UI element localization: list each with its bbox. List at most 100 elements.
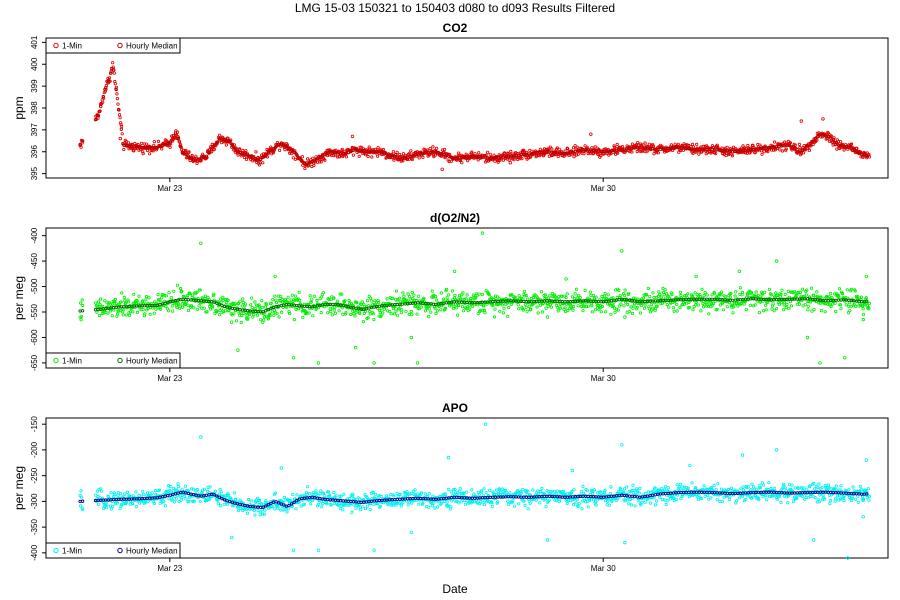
o2n2-median-point xyxy=(444,301,449,305)
apo-raw-point xyxy=(638,486,642,490)
o2n2-raw-point xyxy=(181,305,185,309)
co2-raw-point xyxy=(501,158,505,162)
co2-median-point xyxy=(266,150,271,154)
o2n2-raw-point xyxy=(727,300,732,305)
co2-raw-point xyxy=(550,147,554,151)
apo-raw-point xyxy=(373,492,378,496)
co2-raw-point xyxy=(290,152,294,156)
apo-raw-point xyxy=(294,507,298,511)
co2-raw-point xyxy=(109,69,113,74)
co2-raw-point xyxy=(827,139,832,143)
o2n2-raw-point xyxy=(200,306,204,310)
co2-raw-point xyxy=(811,142,815,147)
o2n2-raw-point xyxy=(771,302,775,306)
co2-median-point xyxy=(158,144,162,149)
co2-median-point xyxy=(310,159,314,164)
o2n2-raw-point xyxy=(844,303,848,307)
o2n2-raw-point xyxy=(343,312,348,316)
o2n2-raw-point xyxy=(846,311,851,315)
co2-median-point xyxy=(834,141,838,145)
co2-raw-point xyxy=(669,143,674,147)
apo-raw-point xyxy=(603,488,607,492)
o2n2-median-point xyxy=(429,302,433,306)
o2n2-raw-point xyxy=(698,294,703,299)
co2-y-tick-label: 401 xyxy=(30,35,39,49)
co2-median-point xyxy=(269,148,273,152)
co2-y-tick-label: 399 xyxy=(30,79,39,93)
o2n2-x-tick-label: Mar 23 xyxy=(157,374,182,383)
apo-raw-point xyxy=(378,504,382,508)
co2-median-point xyxy=(279,141,283,145)
apo-raw-point xyxy=(581,484,585,488)
apo-raw-point xyxy=(503,488,508,492)
apo-raw-point xyxy=(311,498,315,502)
o2n2-raw-point xyxy=(400,308,404,312)
co2-raw-point xyxy=(293,157,297,161)
o2n2-raw-point xyxy=(154,307,158,311)
o2n2-raw-point xyxy=(601,297,606,301)
apo-raw-point xyxy=(727,497,732,502)
co2-raw-point xyxy=(367,145,371,149)
o2n2-raw-point xyxy=(746,293,750,297)
o2n2-raw-point xyxy=(526,297,530,301)
o2n2-raw-point xyxy=(167,291,171,295)
o2n2-raw-point xyxy=(627,309,631,314)
co2-raw-point xyxy=(638,147,642,151)
apo-raw-point xyxy=(552,489,557,493)
o2n2-raw-point xyxy=(492,315,497,319)
o2n2-raw-point xyxy=(302,302,306,306)
o2n2-raw-point xyxy=(705,293,709,297)
co2-legend-marker xyxy=(117,42,123,49)
o2n2-median-point xyxy=(93,308,98,312)
apo-raw-point xyxy=(94,493,98,497)
co2-median-point xyxy=(800,149,805,153)
o2n2-raw-point xyxy=(630,311,635,316)
apo-raw-point xyxy=(649,491,653,495)
co2-median-point xyxy=(104,85,108,90)
o2n2-raw-point xyxy=(535,305,539,309)
apo-raw-point xyxy=(507,502,511,506)
o2n2-raw-point xyxy=(489,296,493,300)
co2-raw-point xyxy=(366,154,370,159)
o2n2-raw-point xyxy=(566,308,570,313)
apo-raw-point xyxy=(111,504,115,509)
apo-raw-point xyxy=(110,507,114,511)
o2n2-raw-point xyxy=(612,300,616,304)
apo-raw-point xyxy=(490,500,494,504)
o2n2-raw-point xyxy=(678,290,683,294)
o2n2-median-point xyxy=(501,299,505,303)
o2n2-raw-point xyxy=(96,300,101,304)
apo-raw-point xyxy=(395,491,399,496)
apo-raw-point xyxy=(334,494,338,498)
o2n2-median-point xyxy=(795,297,799,301)
apo-raw-point xyxy=(777,494,782,498)
o2n2-raw-point xyxy=(469,296,473,300)
co2-raw-point xyxy=(513,151,518,155)
apo-raw-point xyxy=(598,490,602,494)
o2n2-raw-point xyxy=(399,310,403,315)
o2n2-raw-point xyxy=(659,302,663,306)
o2n2-raw-point xyxy=(180,289,184,293)
apo-raw-point xyxy=(262,512,266,516)
o2n2-median-point xyxy=(184,297,188,302)
o2n2-raw-point xyxy=(447,293,451,297)
co2-median-point xyxy=(209,147,214,152)
co2-median-point xyxy=(787,143,792,148)
o2n2-raw-point xyxy=(812,307,816,312)
o2n2-median-point xyxy=(465,300,469,305)
co2-median-point xyxy=(202,155,206,159)
o2n2-raw-point xyxy=(734,290,738,294)
o2n2-raw-point xyxy=(823,310,827,314)
o2n2-outlier-point xyxy=(415,361,420,365)
o2n2-raw-point xyxy=(185,293,190,298)
o2n2-raw-point xyxy=(593,307,598,312)
o2n2-median-point xyxy=(80,309,85,313)
apo-raw-point xyxy=(184,497,188,501)
co2-raw-point xyxy=(401,152,405,156)
co2-median-point xyxy=(439,151,443,156)
co2-panel-title: CO2 xyxy=(443,21,468,35)
co2-raw-point xyxy=(201,152,205,156)
apo-raw-point xyxy=(361,505,365,509)
o2n2-raw-point xyxy=(158,305,162,310)
